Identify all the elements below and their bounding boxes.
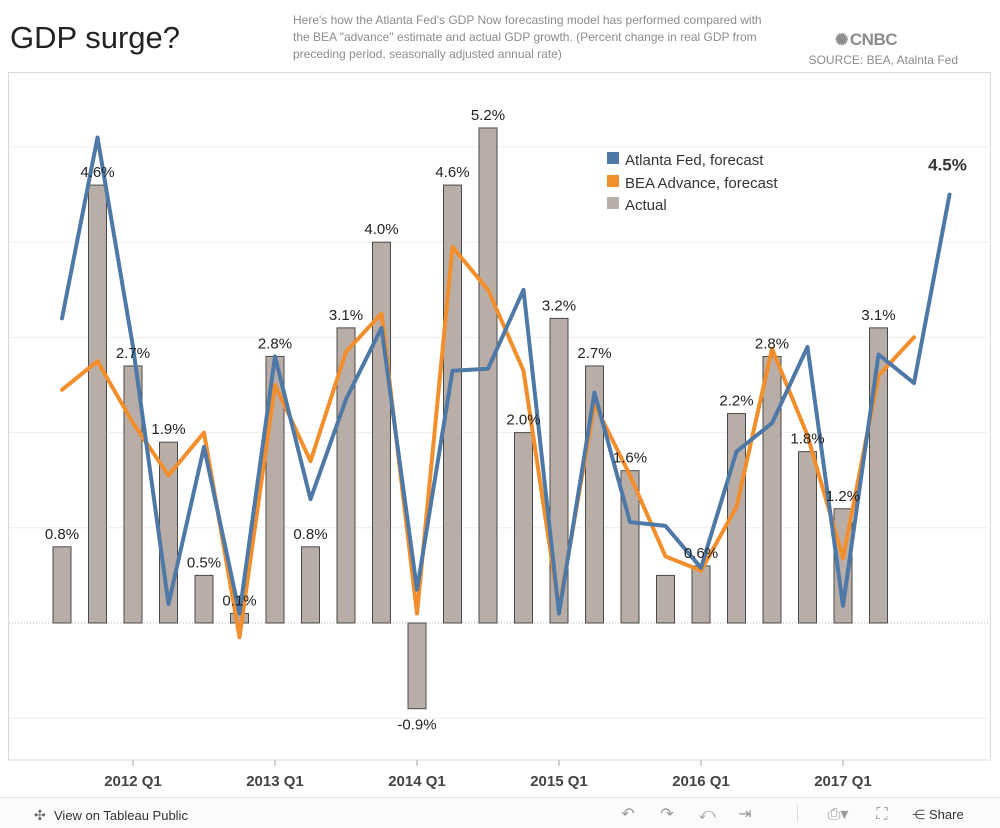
legend-swatch-actual <box>607 197 619 209</box>
x-tick-label: 2017 Q1 <box>814 773 872 790</box>
actual-bar <box>52 546 72 624</box>
bar-value-label: 2.7% <box>577 345 611 362</box>
bar-value-label: 4.6% <box>80 164 114 181</box>
peacock-icon: ✺ <box>835 32 848 49</box>
bar-value-label: 3.1% <box>329 307 363 324</box>
bar-value-label: 3.1% <box>861 307 895 324</box>
bar-value-label: 2.8% <box>258 335 292 352</box>
bar-value-label: 1.9% <box>151 421 185 438</box>
bar-value-label: 2.8% <box>755 335 789 352</box>
x-tick-label: 2014 Q1 <box>388 773 446 790</box>
actual-bars <box>52 127 888 710</box>
share-icon: ⋲ <box>912 807 925 822</box>
forecast-lines <box>60 135 952 640</box>
actual-bar <box>514 432 533 624</box>
download-icon[interactable]: ⎙▾ <box>827 804 849 823</box>
bar-value-label: 1.2% <box>826 488 860 505</box>
actual-bar <box>301 546 320 624</box>
chart-legend: Atlanta Fed, forecast BEA Advance, forec… <box>607 152 778 214</box>
actual-bar <box>478 127 498 624</box>
actual-bar <box>869 327 888 624</box>
actual-bar <box>372 241 391 624</box>
actual-bar <box>88 184 107 624</box>
x-axis-ticks: 2012 Q1 2013 Q1 2014 Q1 2015 Q1 2016 Q1 2017 … <box>9 759 988 790</box>
legend-swatch-atlanta <box>607 152 619 164</box>
actual-bar <box>407 622 427 710</box>
legend-label-bea[interactable]: BEA Advance, forecast <box>625 175 778 192</box>
actual-bar <box>798 451 817 624</box>
x-tick-label: 2016 Q1 <box>672 773 730 790</box>
legend-label-actual[interactable]: Actual <box>625 197 667 214</box>
bar-value-label: 0.8% <box>293 526 327 543</box>
bar-value-label: 1.8% <box>790 431 824 448</box>
bar-value-label: 2.0% <box>506 412 540 429</box>
bea-advance-line <box>60 245 916 640</box>
bar-value-label: 0.5% <box>187 554 221 571</box>
tableau-footer: ✣ View on Tableau Public ↶ ↷ ⤺ ⇥ ⎙▾ ⛶ ⋲ Sh… <box>0 797 1000 828</box>
cnbc-logo: ✺ CNBC <box>835 30 898 50</box>
actual-bar <box>336 327 356 624</box>
x-tick-label: 2015 Q1 <box>530 773 588 790</box>
bar-value-label: 3.2% <box>542 297 576 314</box>
source-note: SOURCE: BEA, Atalnta Fed <box>808 53 958 67</box>
pause-icon[interactable]: ⇥ <box>738 804 752 823</box>
bar-value-label: 1.6% <box>613 450 647 467</box>
chart-subtitle: Here's how the Atlanta Fed's GDP Now for… <box>293 13 762 61</box>
atlanta-fed-line <box>60 135 952 616</box>
actual-bar <box>762 355 782 624</box>
redo-icon[interactable]: ↷ <box>660 804 674 823</box>
bar-value-label: 4.0% <box>364 221 398 238</box>
legend-swatch-bea <box>607 175 619 187</box>
actual-bar <box>656 574 675 624</box>
bar-value-label: -0.9% <box>397 717 436 734</box>
tableau-icon: ✣ <box>34 807 46 823</box>
bar-value-label: 5.2% <box>471 107 505 124</box>
bar-value-label: 2.2% <box>719 393 753 410</box>
gdp-chart: 0.8% 4.6% 2.7% 1.9% 0.5% 0.1% 2.8% 0.8% 3.1% 4.0%… <box>9 107 988 790</box>
chart-frame <box>8 72 991 761</box>
bar-value-label: 0.8% <box>45 526 79 543</box>
undo-icon[interactable]: ↶ <box>621 804 635 823</box>
x-tick-label: 2012 Q1 <box>104 773 162 790</box>
actual-bar <box>194 574 214 624</box>
bar-value-label: 4.6% <box>435 164 469 181</box>
share-label: Share <box>929 807 964 822</box>
x-tick-label: 2013 Q1 <box>246 773 304 790</box>
bar-data-labels: 0.8% 4.6% 2.7% 1.9% 0.5% 0.1% 2.8% 0.8% 3.1% 4.0%… <box>45 107 967 734</box>
bar-value-label: 2.7% <box>116 345 150 362</box>
bar-value-label: 0.1% <box>222 592 256 609</box>
logo-text: CNBC <box>849 30 898 49</box>
toolbar-divider <box>797 805 798 822</box>
actual-bar <box>549 317 569 624</box>
chart-title: GDP surge? <box>10 20 181 55</box>
revert-icon[interactable]: ⤺ <box>698 804 716 823</box>
legend-label-atlanta[interactable]: Atlanta Fed, forecast <box>625 152 764 169</box>
view-on-tableau-link[interactable]: ✣ View on Tableau Public <box>34 807 188 824</box>
fullscreen-icon[interactable]: ⛶ <box>876 804 888 823</box>
bar-value-label: 0.6% <box>684 545 718 562</box>
actual-bar <box>691 565 711 624</box>
view-on-tableau-label: View on Tableau Public <box>54 808 188 823</box>
atlanta-end-label: 4.5% <box>928 156 967 175</box>
share-button[interactable]: ⋲ Share <box>912 807 964 823</box>
